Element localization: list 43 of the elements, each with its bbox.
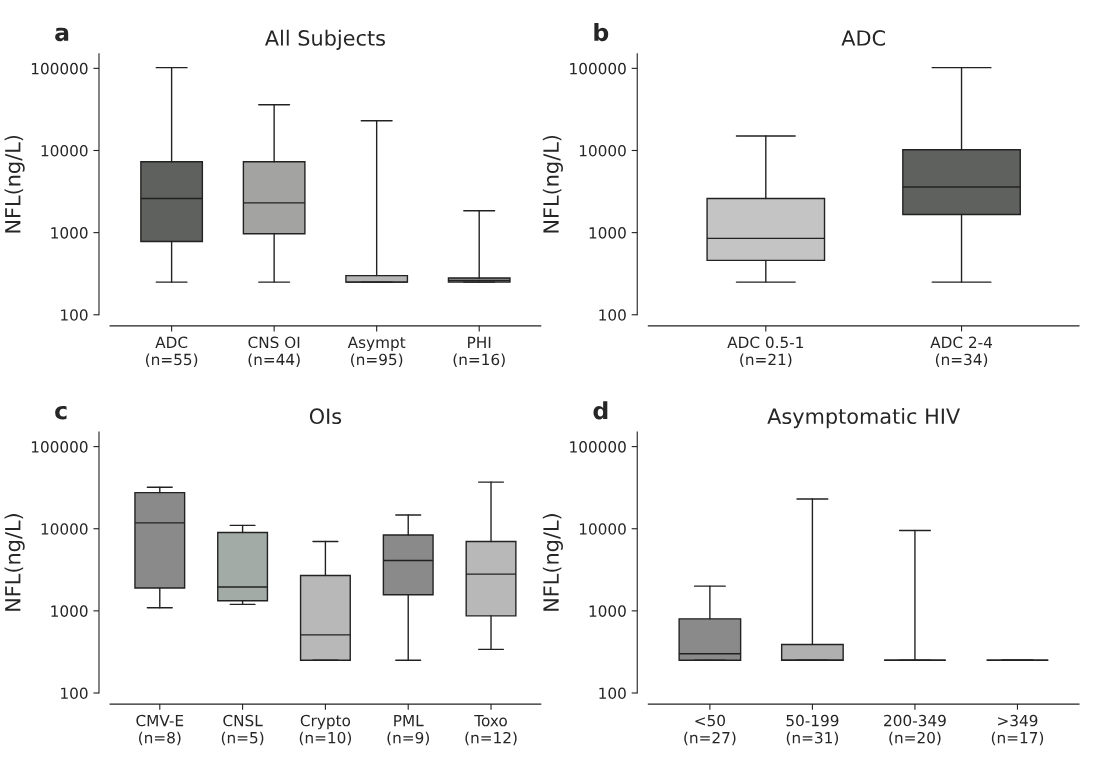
text: c [55,405,67,420]
y-axis-title: NFL(ng/L) [542,135,563,233]
y-tick-label: 100 [61,309,88,321]
chart-title: OIs [309,408,342,425]
y-tick-label: 10000 [41,144,88,157]
x-tick-label: 200-349 (n=20) [884,714,946,746]
x-tick-label: <50 (n=27) [684,714,736,746]
y-tick-label: 100000 [570,441,626,453]
x-tick-label: >349 (n=17) [991,714,1044,746]
chart-title: Asymptomatic HIV [767,407,961,429]
y-tick-label: 10000 [579,144,626,157]
y-tick-label: 100 [61,687,88,700]
text: a [55,27,69,42]
x-tick-label: Asympt (n=95) [347,336,406,368]
y-tick-label: 10000 [41,523,88,535]
x-tick-label: Crypto (n=10) [299,714,352,746]
x-tick-label: ADC 2-4 (n=34) [930,336,993,368]
x-tick-label: PML (n=9) [387,715,429,746]
x-tick-label: Toxo (n=12) [465,715,517,746]
x-tick-label: CNS OI (n=44) [248,336,300,368]
y-tick-label: 1000 [589,227,626,239]
text: b [594,22,609,42]
chart-title: All Subjects [264,29,385,50]
x-tick-label: ADC (n=55) [146,336,198,368]
y-tick-label: 1000 [51,227,88,239]
y-tick-label: 100000 [31,62,88,75]
y-axis-title: NFL(ng/L) [4,135,25,233]
x-tick-label: CNSL (n=5) [221,714,264,746]
x-tick-label: CMV-E (n=8) [136,714,184,746]
x-tick-label: 50-199 (n=31) [786,714,839,746]
x-tick-label: ADC 0.5-1 (n=21) [727,336,804,368]
y-tick-label: 1000 [589,605,626,617]
y-tick-label: 1000 [51,605,88,617]
y-tick-label: 100 [599,309,626,321]
y-tick-label: 100000 [570,62,626,75]
y-axis-title: NFL(ng/L) [542,514,563,611]
chart-title: ADC [841,30,885,46]
y-axis-title: NFL(ng/L) [4,514,25,611]
x-tick-label: PHI (n=16) [453,336,505,368]
y-tick-label: 100 [599,687,626,700]
text: d [593,401,608,420]
y-tick-label: 100000 [31,441,88,453]
y-tick-label: 10000 [579,523,626,535]
